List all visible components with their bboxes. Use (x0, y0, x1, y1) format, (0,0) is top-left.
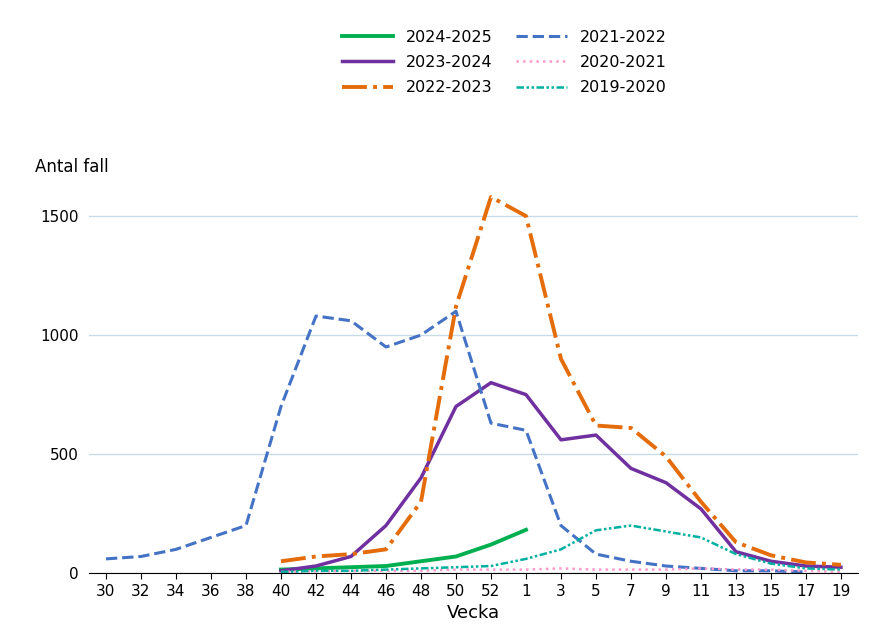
Legend: 2024-2025, 2023-2024, 2022-2023, 2021-2022, 2020-2021, 2019-2020: 2024-2025, 2023-2024, 2022-2023, 2021-20… (335, 23, 673, 102)
Text: Antal fall: Antal fall (35, 158, 108, 176)
X-axis label: Vecka: Vecka (447, 604, 500, 622)
